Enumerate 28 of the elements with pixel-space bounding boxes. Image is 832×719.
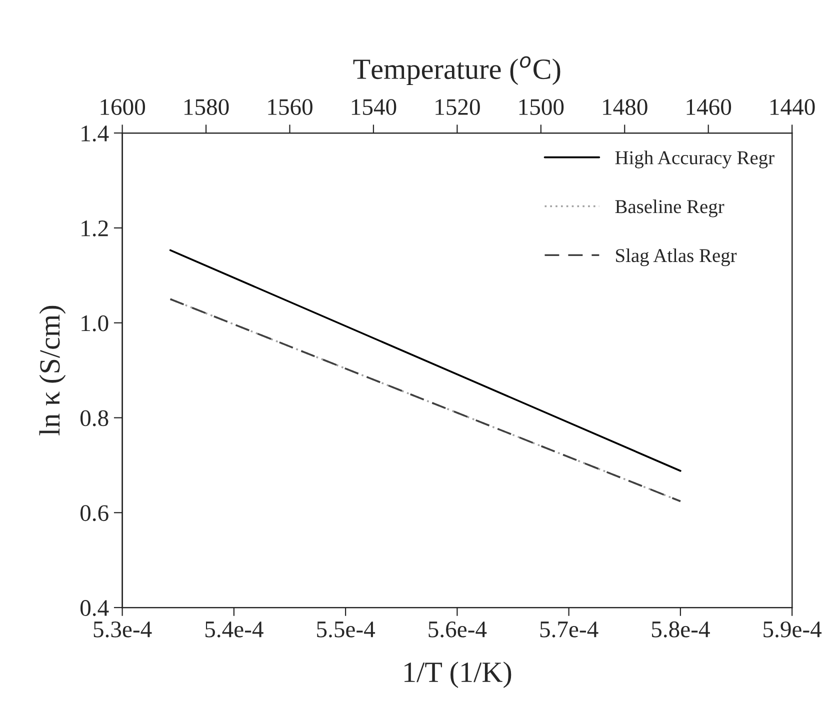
x-tick-label: 5.5e-4	[317, 622, 376, 638]
x2-tick-label: 1560	[268, 99, 312, 116]
x-tick-label: 5.3e-4	[94, 622, 152, 638]
x-tick-label: 5.6e-4	[428, 622, 487, 638]
x-tick-label: 5.7e-4	[540, 622, 598, 638]
x2-tick-label: 1440	[770, 99, 815, 116]
legend-label: Slag Atlas Regr	[616, 248, 737, 266]
y-tick-label: 0.6	[80, 505, 108, 522]
x2-tick-label: 1500	[519, 99, 564, 116]
legend-label: High Accuracy Regr	[615, 150, 774, 168]
x-tick-label: 5.8e-4	[652, 621, 710, 638]
x2-tick-label: 1460	[686, 99, 732, 116]
x-tick-label: 5.9e-4	[764, 622, 822, 638]
legend-label: Baseline Regr	[615, 200, 724, 218]
y-tick-label: 0.4	[80, 600, 109, 616]
y-axis-title: ln κ (S/cm)	[39, 306, 66, 436]
x2-axis-title: Temperature ($^{o}$C)	[353, 56, 560, 86]
x2-tick-label: 1600	[100, 99, 146, 116]
x2-tick-label: 1580	[184, 99, 229, 116]
x-axis-title: 1/T (1/K)	[404, 662, 512, 688]
x2-tick-label: 1480	[603, 99, 648, 116]
x2-tick-label: 1540	[352, 99, 396, 116]
y-tick-label: 1.0	[82, 315, 108, 332]
y-tick-label: 1.4	[82, 126, 109, 142]
y-tick-label: 0.8	[80, 410, 108, 426]
x-tick-label: 5.4e-4	[205, 622, 264, 638]
x2-tick-label: 1520	[436, 99, 480, 116]
y-tick-label: 1.2	[82, 220, 108, 236]
